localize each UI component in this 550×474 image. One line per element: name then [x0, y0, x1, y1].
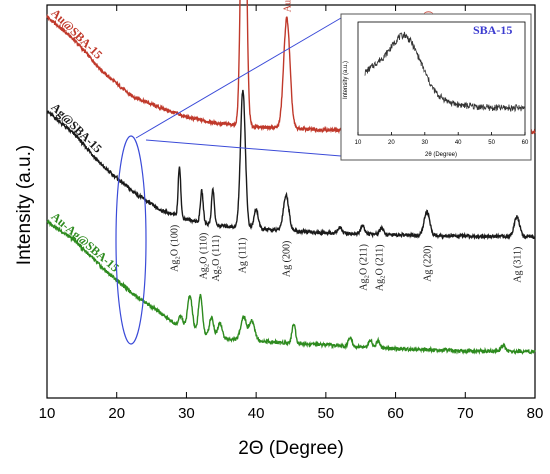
ag-peak-label: Ag₂O (100)	[169, 225, 180, 272]
highlight-ellipse	[115, 135, 147, 345]
inset-tick-group: 10 20 30 40 50 60	[355, 132, 529, 146]
x-tick-label: 40	[248, 405, 265, 422]
inset-title: SBA-15	[473, 23, 512, 37]
ag-peak-label: Ag₂O (111)	[211, 235, 222, 281]
y-axis-label: Intensity (a.u.)	[14, 145, 35, 265]
x-tick-label: 50	[318, 405, 335, 422]
x-axis-label: 2Θ (Degree)	[238, 438, 344, 459]
series-label: Ag@SBA-15	[48, 100, 104, 155]
inset-curve	[364, 31, 526, 113]
x-tick-label: 70	[457, 405, 474, 422]
zoom-connector-top	[135, 17, 342, 139]
ag-peak-label: Ag₂O (110)	[199, 233, 210, 280]
inset-x-label: 2θ (Degree)	[425, 152, 457, 158]
series-label: Au@SBA-15	[48, 6, 105, 62]
series-label-group: Au@SBA-15 Ag@SBA-15 Au-Ag@SBA-15	[48, 6, 122, 275]
inset-background	[340, 13, 532, 161]
inset-x-tick-label: 60	[522, 140, 529, 146]
inset-x-tick-label: 50	[488, 140, 495, 146]
series-line-ag-sba-15	[46, 89, 536, 241]
x-tick-label: 20	[108, 405, 125, 422]
ag-peak-label: Ag (200)	[282, 241, 293, 277]
ag-peak-label: Ag₂O (211)	[358, 244, 369, 291]
x-tick-group: 10 20 30 40 50 60 70 80	[39, 5, 544, 422]
inset-frame	[357, 21, 526, 136]
zoom-connector-bottom	[145, 139, 342, 157]
inset-y-label: Intensity (a.u.)	[343, 61, 349, 99]
plot-frame	[46, 4, 536, 399]
series-label: Au-Ag@SBA-15	[49, 209, 122, 275]
inset-x-tick-label: 30	[421, 140, 428, 146]
ag-peak-label: Ag (220)	[422, 245, 433, 281]
inset-x-tick-label: 10	[355, 140, 362, 146]
x-tick-label: 10	[39, 405, 56, 422]
x-tick-label: 60	[387, 405, 404, 422]
ag-peak-label: Ag₂O (211)	[374, 244, 385, 291]
inset-plot: 10 20 30 40 50 60 SBA-15 2θ (Degree) Intensit…	[340, 13, 532, 161]
x-tick-label: 80	[527, 405, 544, 422]
inset-x-tick-label: 40	[455, 140, 462, 146]
x-tick-label: 30	[178, 405, 195, 422]
ag-peak-label: Ag (111)	[238, 238, 249, 274]
au-peak-label: Au (200)	[282, 0, 293, 12]
series-line-au-ag-sba-15	[46, 219, 536, 356]
ag-peak-label: Ag (311)	[512, 247, 523, 283]
inset-x-tick-label: 20	[388, 140, 395, 146]
